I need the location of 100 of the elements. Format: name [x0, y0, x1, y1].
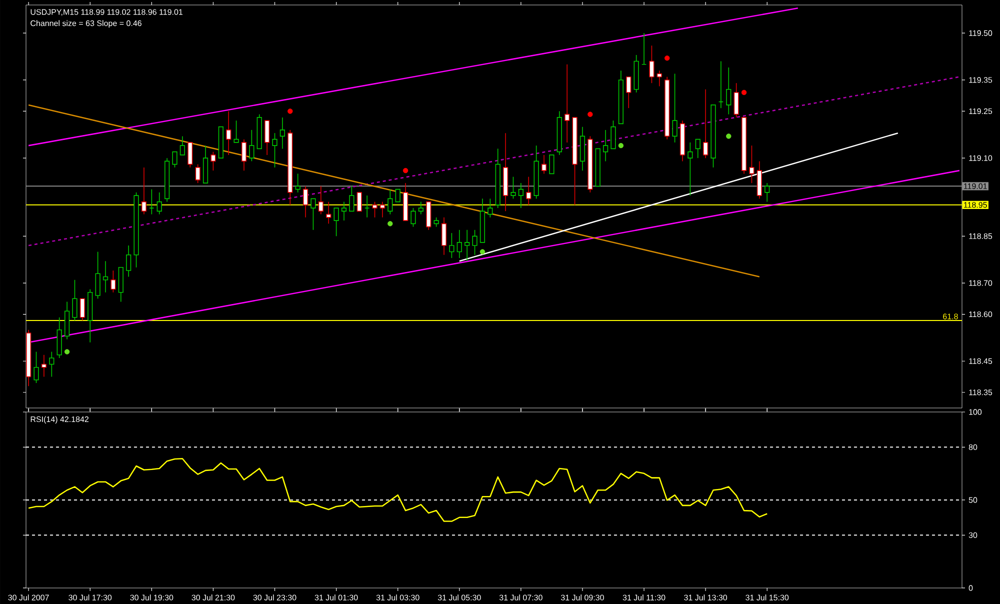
- candlestick: [326, 201, 332, 224]
- y-tick-label: 119.25: [969, 108, 992, 114]
- candlestick: [234, 120, 239, 143]
- candlestick: [95, 251, 100, 300]
- candlestick: [695, 138, 700, 158]
- candlestick: [726, 67, 732, 115]
- candlestick: [656, 70, 662, 87]
- text: Channel size = 63 Slope = 0.46: [30, 20, 142, 28]
- candlestick: [380, 201, 386, 218]
- x-tick-label: 31 Jul 05:30: [438, 594, 481, 600]
- candlestick: [72, 280, 78, 321]
- candlestick: [518, 182, 524, 208]
- candlestick: [764, 182, 770, 202]
- y-tick-label: 50: [968, 497, 978, 503]
- annotation: 61.8: [943, 314, 958, 320]
- candlestick: [102, 260, 108, 293]
- candlestick: [626, 76, 632, 108]
- point: [741, 90, 747, 96]
- y-tick-label: 119.35: [969, 77, 992, 83]
- candlestick: [418, 201, 424, 215]
- candlestick: [241, 138, 247, 171]
- candlestick: [395, 188, 400, 202]
- candlestick: [126, 245, 132, 278]
- x-tick-label: 31 Jul 01:30: [314, 594, 358, 600]
- line-series: [28, 458, 768, 522]
- y-tick-label: 118.70: [969, 280, 992, 286]
- candlestick: [310, 198, 316, 230]
- x-tick-label: 31 Jul 07:30: [499, 594, 542, 600]
- candlestick: [564, 64, 570, 143]
- chart-title: RSI(14) 42.1842: [30, 416, 88, 424]
- candlestick: [264, 120, 270, 156]
- ref-line-label: 119.01: [964, 183, 987, 190]
- x-tick-label: 30 Jul 21:30: [192, 594, 235, 600]
- candlestick: [672, 73, 678, 143]
- candlestick: [526, 176, 532, 206]
- y-tick-label: 118.60: [969, 311, 992, 318]
- candlestick: [49, 351, 54, 378]
- candlestick: [472, 230, 478, 256]
- candlestick: [180, 136, 185, 156]
- point: [402, 168, 408, 174]
- point: [618, 142, 624, 148]
- candlestick: [456, 230, 462, 258]
- y-tick-label: 100: [969, 409, 982, 415]
- candlestick: [302, 186, 308, 218]
- candlestick: [388, 188, 393, 215]
- x-tick-label: 30 Jul 2007: [8, 594, 49, 600]
- candlestick: [318, 186, 324, 215]
- candlestick: [703, 88, 708, 158]
- y-tick-label: 118.85: [969, 233, 992, 239]
- candlestick: [249, 130, 254, 162]
- candlestick: [610, 120, 616, 150]
- candlestick: [449, 232, 454, 258]
- candlestick: [341, 201, 347, 221]
- x-tick-label: 30 Jul 17:30: [68, 594, 112, 600]
- x-tick-label: 31 Jul 13:30: [684, 594, 728, 600]
- point: [64, 349, 70, 354]
- candlestick: [210, 151, 216, 171]
- y-tick-label: 118.35: [969, 390, 992, 396]
- point: [588, 112, 593, 117]
- candlestick: [41, 354, 47, 378]
- candlestick: [488, 198, 493, 218]
- point: [480, 249, 486, 254]
- x-tick-label: 31 Jul 11:30: [622, 594, 666, 600]
- candlestick: [334, 208, 339, 237]
- x-tick-label: 31 Jul 15:30: [746, 594, 789, 600]
- candlestick: [649, 45, 654, 84]
- candlestick: [110, 270, 116, 293]
- candlestick: [280, 117, 285, 150]
- candlestick: [141, 167, 147, 215]
- candlestick: [434, 217, 439, 228]
- candlestick: [226, 110, 232, 156]
- candlestick: [195, 164, 200, 184]
- candlestick: [541, 154, 547, 174]
- y-tick-label: 80: [968, 444, 978, 450]
- candlestick: [272, 132, 278, 168]
- candlestick: [441, 217, 447, 256]
- candlestick: [156, 192, 162, 215]
- candlestick: [172, 151, 178, 168]
- candlestick: [295, 173, 300, 193]
- candlestick: [510, 176, 516, 200]
- candlestick: [688, 142, 693, 196]
- candlestick: [749, 145, 754, 184]
- point: [288, 108, 293, 114]
- x-tick-label: 30 Jul 19:30: [130, 594, 174, 600]
- candlestick: [80, 298, 85, 321]
- point: [388, 221, 393, 226]
- x-tick-label: 31 Jul 03:30: [376, 594, 420, 600]
- candlestick: [356, 192, 362, 212]
- chart-title: USDJPY,M15 118.99 119.02 118.96 119.01: [30, 9, 183, 16]
- x-tick-label: 31 Jul 09:30: [560, 594, 604, 600]
- candlestick: [549, 154, 554, 174]
- y-tick-label: 119.10: [969, 155, 992, 161]
- x-tick-label: 30 Jul 23:30: [253, 594, 296, 600]
- y-tick-label: 118.45: [969, 358, 992, 364]
- point: [726, 134, 732, 139]
- ref-line-label: 118.95: [964, 202, 987, 208]
- point: [664, 56, 670, 61]
- candlestick: [464, 230, 470, 262]
- candlestick: [734, 82, 739, 118]
- candlestick: [34, 351, 39, 384]
